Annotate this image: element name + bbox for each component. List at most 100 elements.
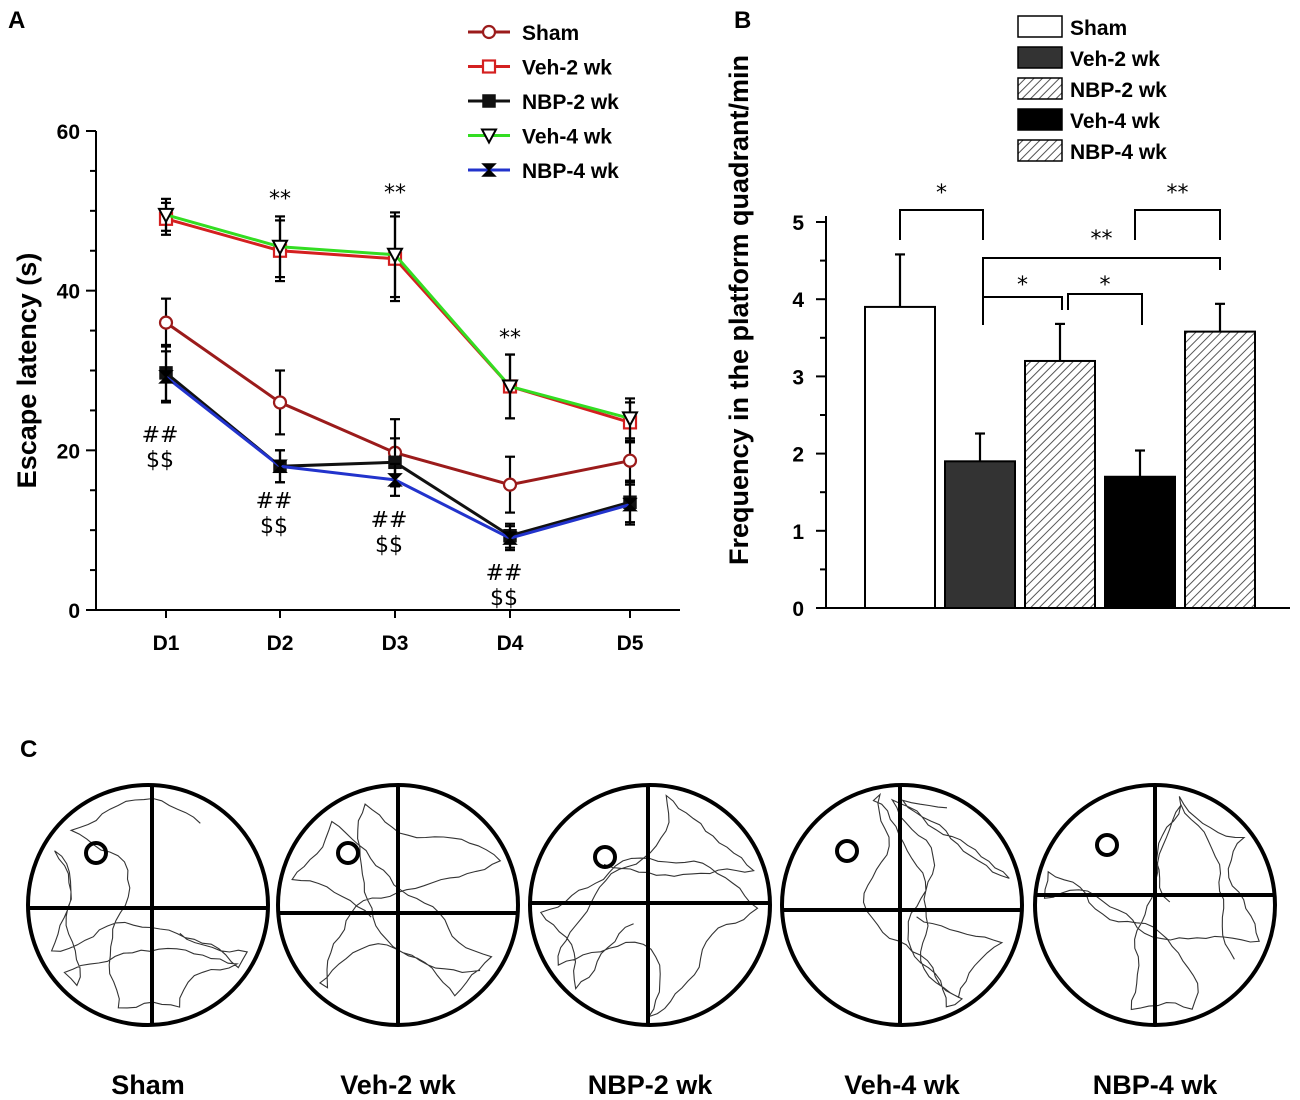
bracket-label: ** — [1091, 227, 1113, 252]
maze-label: Veh-2 wk — [340, 1070, 457, 1100]
bar-nbp-4-wk — [1184, 302, 1256, 609]
bracket-label: * — [1017, 273, 1028, 298]
panel-a-x-tick-label: D3 — [382, 632, 409, 655]
bar-rect — [1024, 359, 1096, 609]
maze-nbp-4-wk: NBP-4 wk — [1033, 783, 1277, 1100]
legend-label: Sham — [1070, 17, 1127, 40]
panel-b-y-tick-label: 2 — [792, 444, 804, 467]
panel-a-series — [157, 197, 639, 552]
annotation-line: ## — [142, 423, 179, 448]
panel-b-significance: ** ***** — [899, 181, 1221, 325]
annotation-line: $$ — [375, 533, 403, 558]
legend-item-veh-4-wk: Veh-4 wk — [468, 126, 612, 149]
legend-item-nbp-2-wk: NBP-2 wk — [1017, 77, 1167, 102]
bracket-path — [982, 296, 1063, 325]
panel-a-y-axis-title: Escape latency (s) — [12, 253, 42, 489]
platform-marker — [336, 841, 360, 865]
bar-nbp-2-wk — [1024, 322, 1096, 609]
bracket-label: * — [936, 181, 947, 206]
bar-rect — [864, 305, 936, 609]
data-point-nbp-4-wk — [387, 473, 403, 487]
panel-a: A 0 20 40 60 D1 D2 D3 D4 D5 Escape latency (s) ##… — [8, 7, 680, 655]
data-point-veh-4-wk — [621, 411, 639, 428]
annotation-stars: ** — [384, 181, 406, 206]
panel-b-y-tick-label: 1 — [792, 521, 804, 544]
annotation-stars: ** — [269, 187, 291, 212]
maze-pool — [26, 783, 270, 1027]
panel-a-axes: 0 20 40 60 D1 D2 D3 D4 D5 Escape latency (s) — [12, 121, 680, 655]
annotation-line: ## — [371, 508, 408, 533]
legend-item-veh-4-wk: Veh-4 wk — [1017, 108, 1160, 133]
legend-label: NBP-2 wk — [1070, 79, 1167, 102]
platform-marker — [835, 839, 859, 863]
legend-label: Veh-2 wk — [522, 57, 612, 80]
series-nbp-4-wk — [158, 350, 638, 552]
legend-item-veh-2-wk: Veh-2 wk — [1017, 46, 1160, 71]
data-point-nbp-4-wk — [272, 459, 288, 474]
annotation-hash-dollar: ##$$ — [142, 423, 179, 473]
panel-a-annotations: ##$$**##$$**##$$**##$$ — [142, 181, 523, 611]
maze-nbp-2-wk: NBP-2 wk — [528, 783, 772, 1100]
data-point-veh-4-wk — [501, 379, 519, 396]
legend-label: NBP-4 wk — [1070, 141, 1167, 164]
bar-veh-2-wk — [944, 432, 1016, 609]
bracket-path — [982, 257, 1221, 325]
panel-a-letter: A — [8, 7, 25, 34]
legend-label: NBP-4 wk — [522, 160, 619, 183]
panel-a-y-tick-label: 20 — [57, 440, 80, 463]
data-point-sham — [272, 395, 288, 410]
legend-marker — [481, 59, 497, 74]
bracket-path — [1067, 293, 1143, 325]
data-point-veh-4-wk — [157, 207, 175, 224]
bracket-label: * — [1100, 273, 1111, 298]
maze-veh-2-wk: Veh-2 wk — [276, 783, 520, 1100]
bar-rect — [944, 460, 1016, 609]
legend-marker — [481, 163, 497, 177]
panel-b-y-tick-label: 3 — [792, 366, 804, 389]
bracket-path — [1134, 209, 1221, 240]
annotation-line: $$ — [146, 448, 174, 473]
significance-bracket: * — [899, 181, 984, 240]
legend-label: Veh-4 wk — [1070, 110, 1160, 133]
legend-marker — [481, 24, 497, 40]
swim-track — [862, 792, 1010, 1008]
bar-rect — [1104, 475, 1176, 610]
bracket-label: ** — [1167, 181, 1189, 206]
maze-veh-4-wk: Veh-4 wk — [780, 783, 1024, 1100]
panel-c: C Sham Veh-2 wk NBP-2 wk Veh-4 wk NBP-4 wk — [20, 736, 1277, 1100]
swim-track — [1043, 796, 1260, 1011]
legend-label: Veh-2 wk — [1070, 48, 1160, 71]
bracket-path — [899, 209, 984, 240]
bar-rect — [1184, 330, 1256, 609]
swim-track — [291, 803, 502, 997]
platform-marker — [1095, 833, 1119, 857]
series-veh-2-wk — [158, 201, 638, 444]
legend-item-nbp-4-wk: NBP-4 wk — [468, 160, 619, 183]
significance-bracket: ** — [1134, 181, 1221, 240]
legend-item-nbp-2-wk: NBP-2 wk — [468, 91, 619, 114]
platform-marker — [84, 841, 108, 865]
legend-label: Veh-4 wk — [522, 126, 612, 149]
swim-track — [539, 794, 759, 1018]
maze-label: NBP-4 wk — [1093, 1070, 1219, 1100]
panel-a-y-tick-label: 0 — [68, 600, 80, 623]
series-line-veh-4-wk — [165, 213, 631, 420]
panel-a-x-tick-label: D4 — [497, 632, 524, 655]
panel-b-y-tick-label: 0 — [792, 598, 804, 621]
annotation-hash-dollar: ##$$ — [256, 489, 293, 539]
platform-marker — [593, 845, 617, 869]
panel-a-y-tick-label: 40 — [57, 281, 80, 304]
significance-bracket: * — [1067, 273, 1143, 325]
panel-b-letter: B — [734, 7, 751, 34]
annotation-hash-dollar: ##$$ — [371, 508, 408, 558]
data-point-sham — [158, 315, 174, 330]
bar-sham — [864, 253, 936, 609]
data-point-sham — [622, 453, 638, 468]
bar-veh-4-wk — [1104, 449, 1176, 610]
annotation-stars: ** — [499, 326, 521, 351]
annotation-line: $$ — [490, 586, 518, 611]
panel-a-y-tick-label: 60 — [57, 121, 80, 144]
data-point-nbp-4-wk — [158, 370, 174, 384]
swim-track — [50, 797, 249, 1009]
